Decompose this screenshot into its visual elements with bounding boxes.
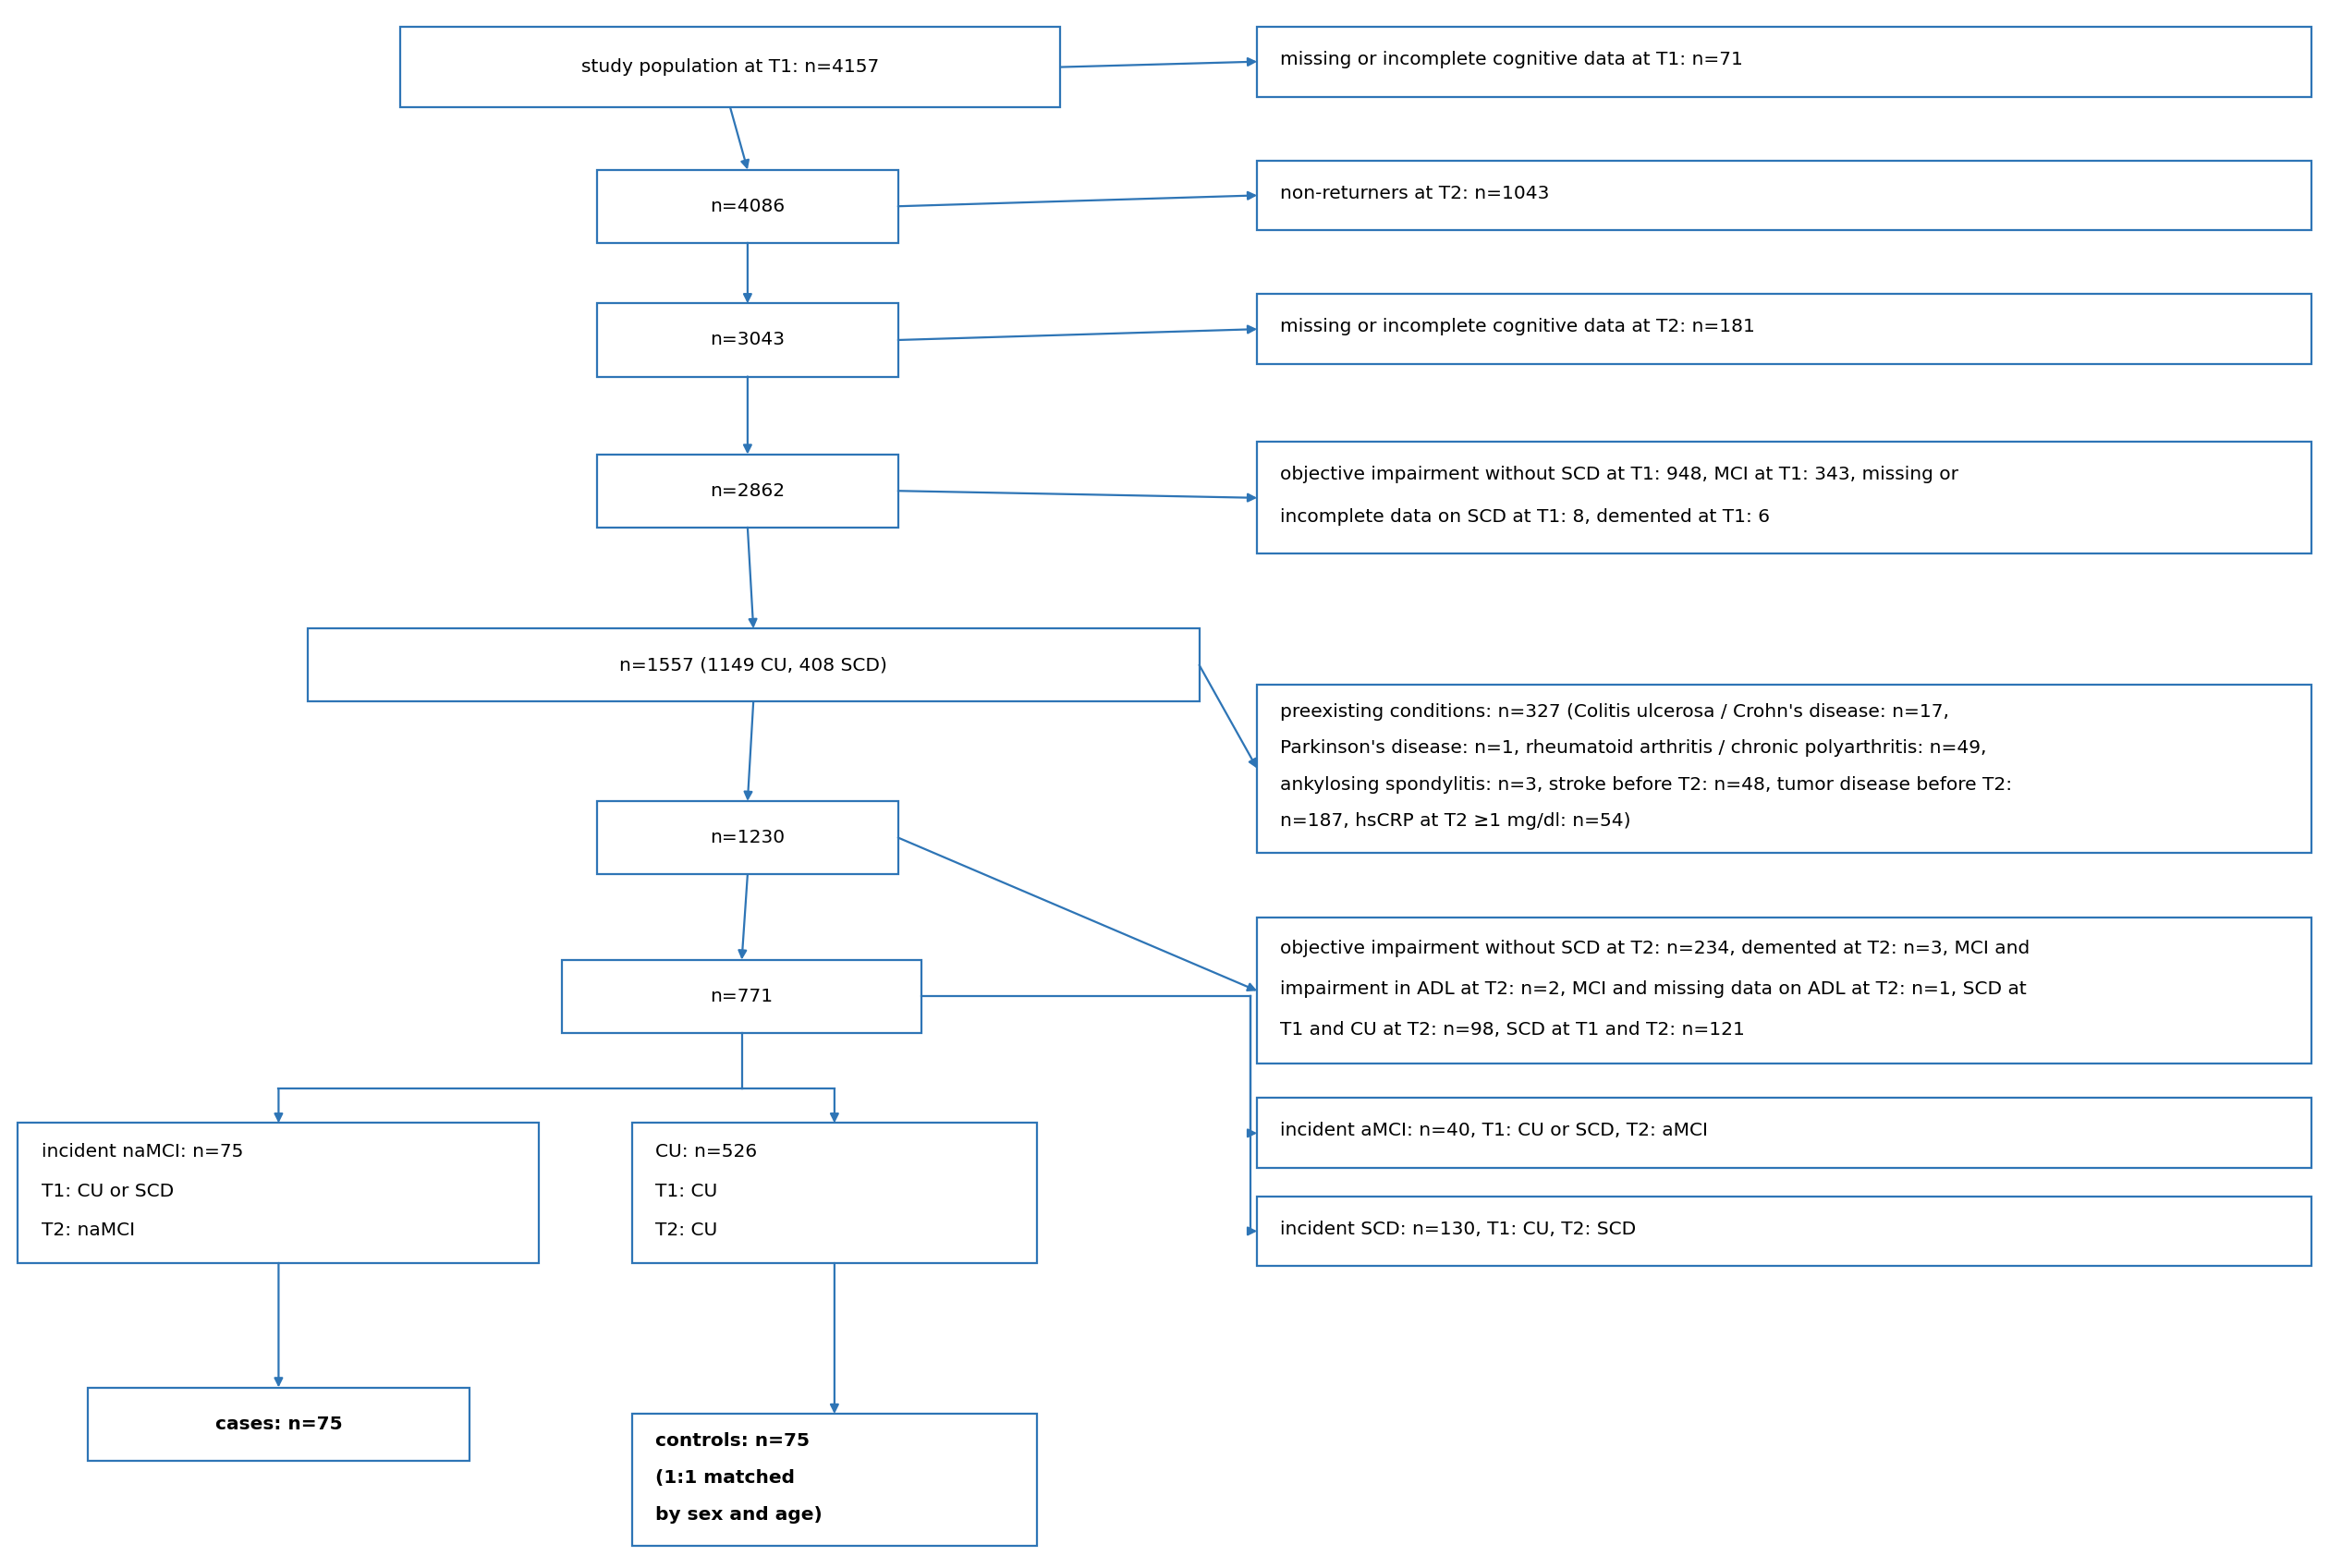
Text: n=1557 (1149 CU, 408 SCD): n=1557 (1149 CU, 408 SCD) [620,657,887,674]
Text: T1: CU or SCD: T1: CU or SCD [42,1182,175,1200]
Text: objective impairment without SCD at T1: 948, MCI at T1: 343, missing or: objective impairment without SCD at T1: … [1281,466,1959,483]
Text: T2: CU: T2: CU [654,1221,717,1239]
Text: incomplete data on SCD at T1: 8, demented at T1: 6: incomplete data on SCD at T1: 8, demente… [1281,508,1770,525]
FancyBboxPatch shape [307,629,1199,701]
Text: ankylosing spondylitis: n=3, stroke before T2: n=48, tumor disease before T2:: ankylosing spondylitis: n=3, stroke befo… [1281,776,2012,793]
FancyBboxPatch shape [401,27,1060,108]
FancyBboxPatch shape [1258,442,2310,554]
Text: n=2862: n=2862 [710,481,785,500]
Text: T1 and CU at T2: n=98, SCD at T1 and T2: n=121: T1 and CU at T2: n=98, SCD at T1 and T2:… [1281,1021,1744,1038]
FancyBboxPatch shape [19,1123,538,1262]
FancyBboxPatch shape [561,960,922,1033]
Text: missing or incomplete cognitive data at T1: n=71: missing or incomplete cognitive data at … [1281,50,1742,69]
Text: n=1230: n=1230 [710,829,785,847]
FancyBboxPatch shape [596,169,899,243]
Text: incident aMCI: n=40, T1: CU or SCD, T2: aMCI: incident aMCI: n=40, T1: CU or SCD, T2: … [1281,1123,1707,1140]
Text: controls: n=75: controls: n=75 [654,1433,808,1450]
Text: n=771: n=771 [710,988,773,1005]
FancyBboxPatch shape [631,1123,1036,1262]
Text: incident SCD: n=130, T1: CU, T2: SCD: incident SCD: n=130, T1: CU, T2: SCD [1281,1220,1637,1237]
FancyBboxPatch shape [1258,917,2310,1065]
Text: cases: n=75: cases: n=75 [214,1416,342,1433]
Text: incident naMCI: n=75: incident naMCI: n=75 [42,1143,242,1160]
Text: by sex and age): by sex and age) [654,1505,822,1524]
Text: objective impairment without SCD at T2: n=234, demented at T2: n=3, MCI and: objective impairment without SCD at T2: … [1281,939,2031,956]
Text: impairment in ADL at T2: n=2, MCI and missing data on ADL at T2: n=1, SCD at: impairment in ADL at T2: n=2, MCI and mi… [1281,980,2026,997]
Text: non-returners at T2: n=1043: non-returners at T2: n=1043 [1281,185,1549,202]
Text: missing or incomplete cognitive data at T2: n=181: missing or incomplete cognitive data at … [1281,318,1756,336]
FancyBboxPatch shape [596,801,899,875]
FancyBboxPatch shape [1258,295,2310,364]
FancyBboxPatch shape [596,455,899,527]
FancyBboxPatch shape [596,304,899,376]
Text: T1: CU: T1: CU [654,1182,717,1200]
FancyBboxPatch shape [1258,685,2310,853]
FancyBboxPatch shape [1258,27,2310,97]
Text: Parkinson's disease: n=1, rheumatoid arthritis / chronic polyarthritis: n=49,: Parkinson's disease: n=1, rheumatoid art… [1281,740,1987,757]
Text: n=4086: n=4086 [710,198,785,215]
Text: T2: naMCI: T2: naMCI [42,1221,135,1239]
Text: CU: n=526: CU: n=526 [654,1143,757,1160]
FancyBboxPatch shape [1258,1098,2310,1168]
FancyBboxPatch shape [89,1388,470,1460]
Text: n=3043: n=3043 [710,331,785,348]
Text: n=187, hsCRP at T2 ≥1 mg/dl: n=54): n=187, hsCRP at T2 ≥1 mg/dl: n=54) [1281,812,1630,829]
FancyBboxPatch shape [631,1414,1036,1546]
FancyBboxPatch shape [1258,1196,2310,1265]
Text: preexisting conditions: n=327 (Colitis ulcerosa / Crohn's disease: n=17,: preexisting conditions: n=327 (Colitis u… [1281,702,1949,721]
Text: study population at T1: n=4157: study population at T1: n=4157 [582,58,878,75]
FancyBboxPatch shape [1258,160,2310,230]
Text: (1:1 matched: (1:1 matched [654,1469,794,1486]
